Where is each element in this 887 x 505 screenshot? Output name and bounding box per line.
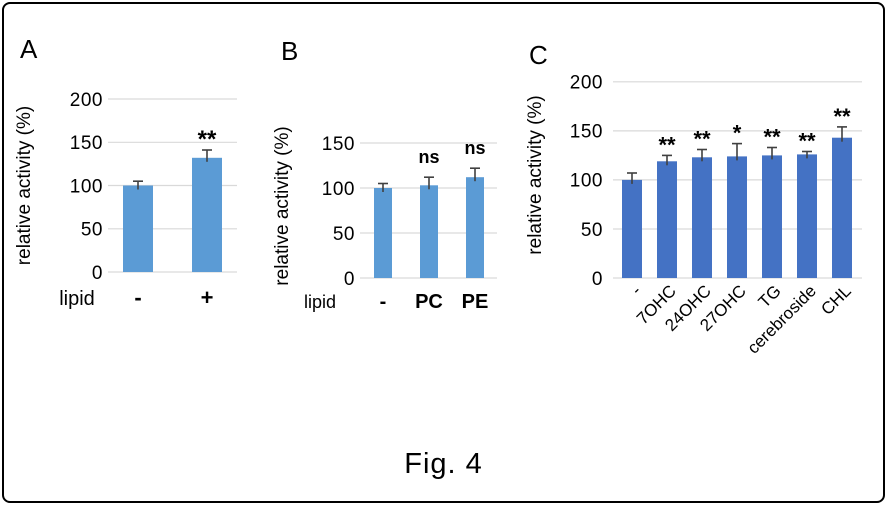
x-category-label: - (380, 291, 387, 313)
y-tick-label: 100 (70, 176, 103, 197)
y-tick-label: 200 (570, 73, 603, 94)
y-tick-label: 100 (570, 171, 603, 192)
significance-label: ** (833, 104, 851, 129)
x-category-label: CHL (817, 281, 854, 318)
bar (420, 185, 438, 278)
bar (466, 177, 484, 278)
y-tick-label: 100 (322, 179, 355, 200)
x-category-label: + (201, 285, 214, 310)
x-axis-label: lipid (59, 288, 95, 310)
bar (797, 154, 817, 278)
significance-label: ** (763, 125, 781, 150)
bar (123, 185, 153, 272)
x-category-label: - (627, 281, 644, 298)
bar (192, 157, 222, 272)
panel-b-chart: 0 50 100 150 relative activity (%) lipid - ns PC… (272, 126, 497, 313)
x-category-label: PC (415, 291, 443, 313)
bar (374, 188, 392, 278)
significance-label: ** (198, 126, 217, 153)
significance-label: * (733, 121, 742, 146)
significance-label: ** (798, 129, 816, 154)
x-category-label: - (134, 285, 141, 310)
bar (692, 157, 712, 278)
bar (762, 155, 782, 278)
significance-label: ns (418, 147, 439, 167)
panel-label-c: C (529, 40, 548, 70)
panel-label-b: B (281, 36, 299, 66)
significance-label: ns (464, 138, 485, 158)
y-tick-label: 150 (322, 134, 355, 155)
y-tick-label: 200 (70, 90, 103, 111)
bar (657, 161, 677, 278)
bar (622, 179, 642, 278)
x-axis-label: lipid (304, 292, 336, 312)
y-tick-label: 50 (81, 220, 103, 241)
y-axis-label: relative activity (%) (525, 95, 546, 254)
y-tick-label: 0 (344, 269, 355, 290)
y-tick-label: 50 (333, 224, 355, 245)
y-tick-label: 50 (581, 220, 603, 241)
figure-caption: Fig. 4 (404, 448, 483, 480)
x-category-label: PE (462, 291, 489, 313)
y-axis-label: relative activity (%) (14, 106, 35, 265)
y-tick-label: 0 (92, 263, 103, 284)
bar (727, 156, 747, 278)
y-axis-label: relative activity (%) (272, 126, 293, 285)
panel-label-a: A (20, 34, 38, 64)
bar (832, 137, 852, 278)
panel-a-chart: 0 50 100 150 200 relative activity (%) lipid - *… (14, 90, 237, 310)
significance-label: ** (658, 132, 676, 157)
y-tick-label: 150 (70, 133, 103, 154)
significance-label: ** (693, 127, 711, 152)
y-tick-label: 150 (570, 122, 603, 143)
y-tick-label: 0 (592, 269, 603, 290)
